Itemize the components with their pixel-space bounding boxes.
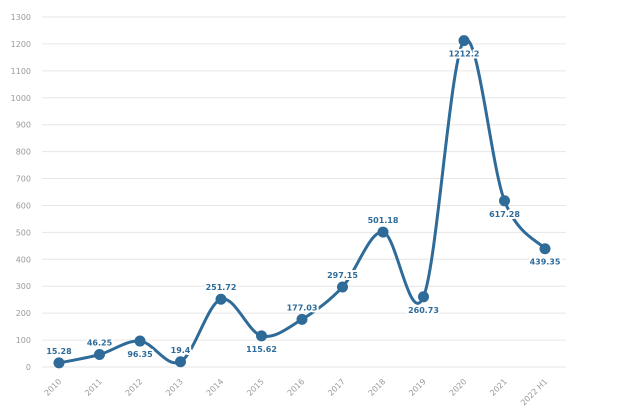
x-tick-label: 2010 <box>43 377 64 398</box>
data-point <box>296 313 308 325</box>
x-tick-label: 2021 <box>488 377 509 398</box>
x-tick-label: 2020 <box>448 377 469 398</box>
data-label-halo: 260.73 <box>408 306 439 315</box>
data-label: 46.25 <box>87 339 113 348</box>
y-tick-label: 200 <box>16 309 31 318</box>
y-tick-label: 0 <box>26 363 31 372</box>
x-tick-label: 2016 <box>286 377 307 398</box>
y-tick-label: 300 <box>16 282 31 291</box>
data-label-halo: 297.15 <box>327 271 358 280</box>
data-label-halo: 251.72 <box>206 283 237 292</box>
x-tick-label: 2018 <box>367 377 388 398</box>
data-label: 115.62 <box>246 345 277 354</box>
data-label: 177.03 <box>287 303 318 312</box>
data-point <box>134 335 146 347</box>
y-tick-label: 800 <box>16 148 31 157</box>
data-label: 439.35 <box>530 258 561 267</box>
y-tick-label: 100 <box>16 336 31 345</box>
data-point <box>539 243 551 255</box>
x-tick-label: 2012 <box>124 377 145 398</box>
data-point <box>458 35 470 47</box>
data-point <box>337 281 348 293</box>
x-tick-label: 2015 <box>245 377 266 398</box>
y-tick-label: 400 <box>16 255 31 264</box>
data-label-halo: 115.62 <box>246 345 277 354</box>
y-tick-label: 1000 <box>11 94 31 103</box>
y-tick-label: 700 <box>16 175 31 184</box>
data-point <box>377 226 389 238</box>
data-label-halo: 617.28 <box>489 210 520 219</box>
data-label-halo: 177.03 <box>287 303 318 312</box>
data-label-halo: 19.4 <box>171 346 191 355</box>
y-tick-label: 900 <box>16 121 31 130</box>
x-tick-label: 2022 H1 <box>519 377 549 407</box>
axis-layer: 0 100 200 300 400 500 600 700 800 900 1000 1100 1200… <box>11 13 550 407</box>
y-tick-label: 600 <box>16 201 31 210</box>
data-point <box>215 293 227 305</box>
y-tick-label: 1100 <box>11 67 31 76</box>
y-tick-label: 1300 <box>11 13 31 22</box>
x-tick-label: 2011 <box>83 377 104 398</box>
x-tick-label: 2019 <box>407 377 428 398</box>
grid-layer <box>42 16 566 368</box>
data-label-halo: 1212.2 <box>449 50 480 59</box>
data-label: 19.4 <box>171 346 191 355</box>
series-layer <box>53 35 551 369</box>
y-tick-label: 500 <box>16 228 31 237</box>
data-label: 96.35 <box>127 350 153 359</box>
data-label: 501.18 <box>368 216 399 225</box>
data-label-halo: 501.18 <box>368 216 399 225</box>
data-point <box>499 195 510 207</box>
data-point <box>175 356 186 368</box>
data-point <box>53 357 65 369</box>
data-label-halo: 15.28 <box>46 347 72 356</box>
x-tick-label: 2017 <box>326 377 347 398</box>
data-label-halo: 96.35 <box>127 350 153 359</box>
x-tick-label: 2014 <box>205 377 226 398</box>
data-point <box>418 291 429 303</box>
x-tick-label: 2013 <box>164 377 185 398</box>
data-label: 15.28 <box>46 347 72 356</box>
data-label: 297.15 <box>327 271 358 280</box>
data-label: 617.28 <box>489 210 520 219</box>
data-point <box>94 349 105 361</box>
y-tick-label: 1200 <box>11 40 31 49</box>
data-label-halo: 46.25 <box>87 339 113 348</box>
data-label-halo: 439.35 <box>530 258 561 267</box>
data-label: 251.72 <box>206 283 237 292</box>
data-label: 260.73 <box>408 306 439 315</box>
data-point <box>256 330 267 342</box>
data-label: 1212.2 <box>449 50 480 59</box>
